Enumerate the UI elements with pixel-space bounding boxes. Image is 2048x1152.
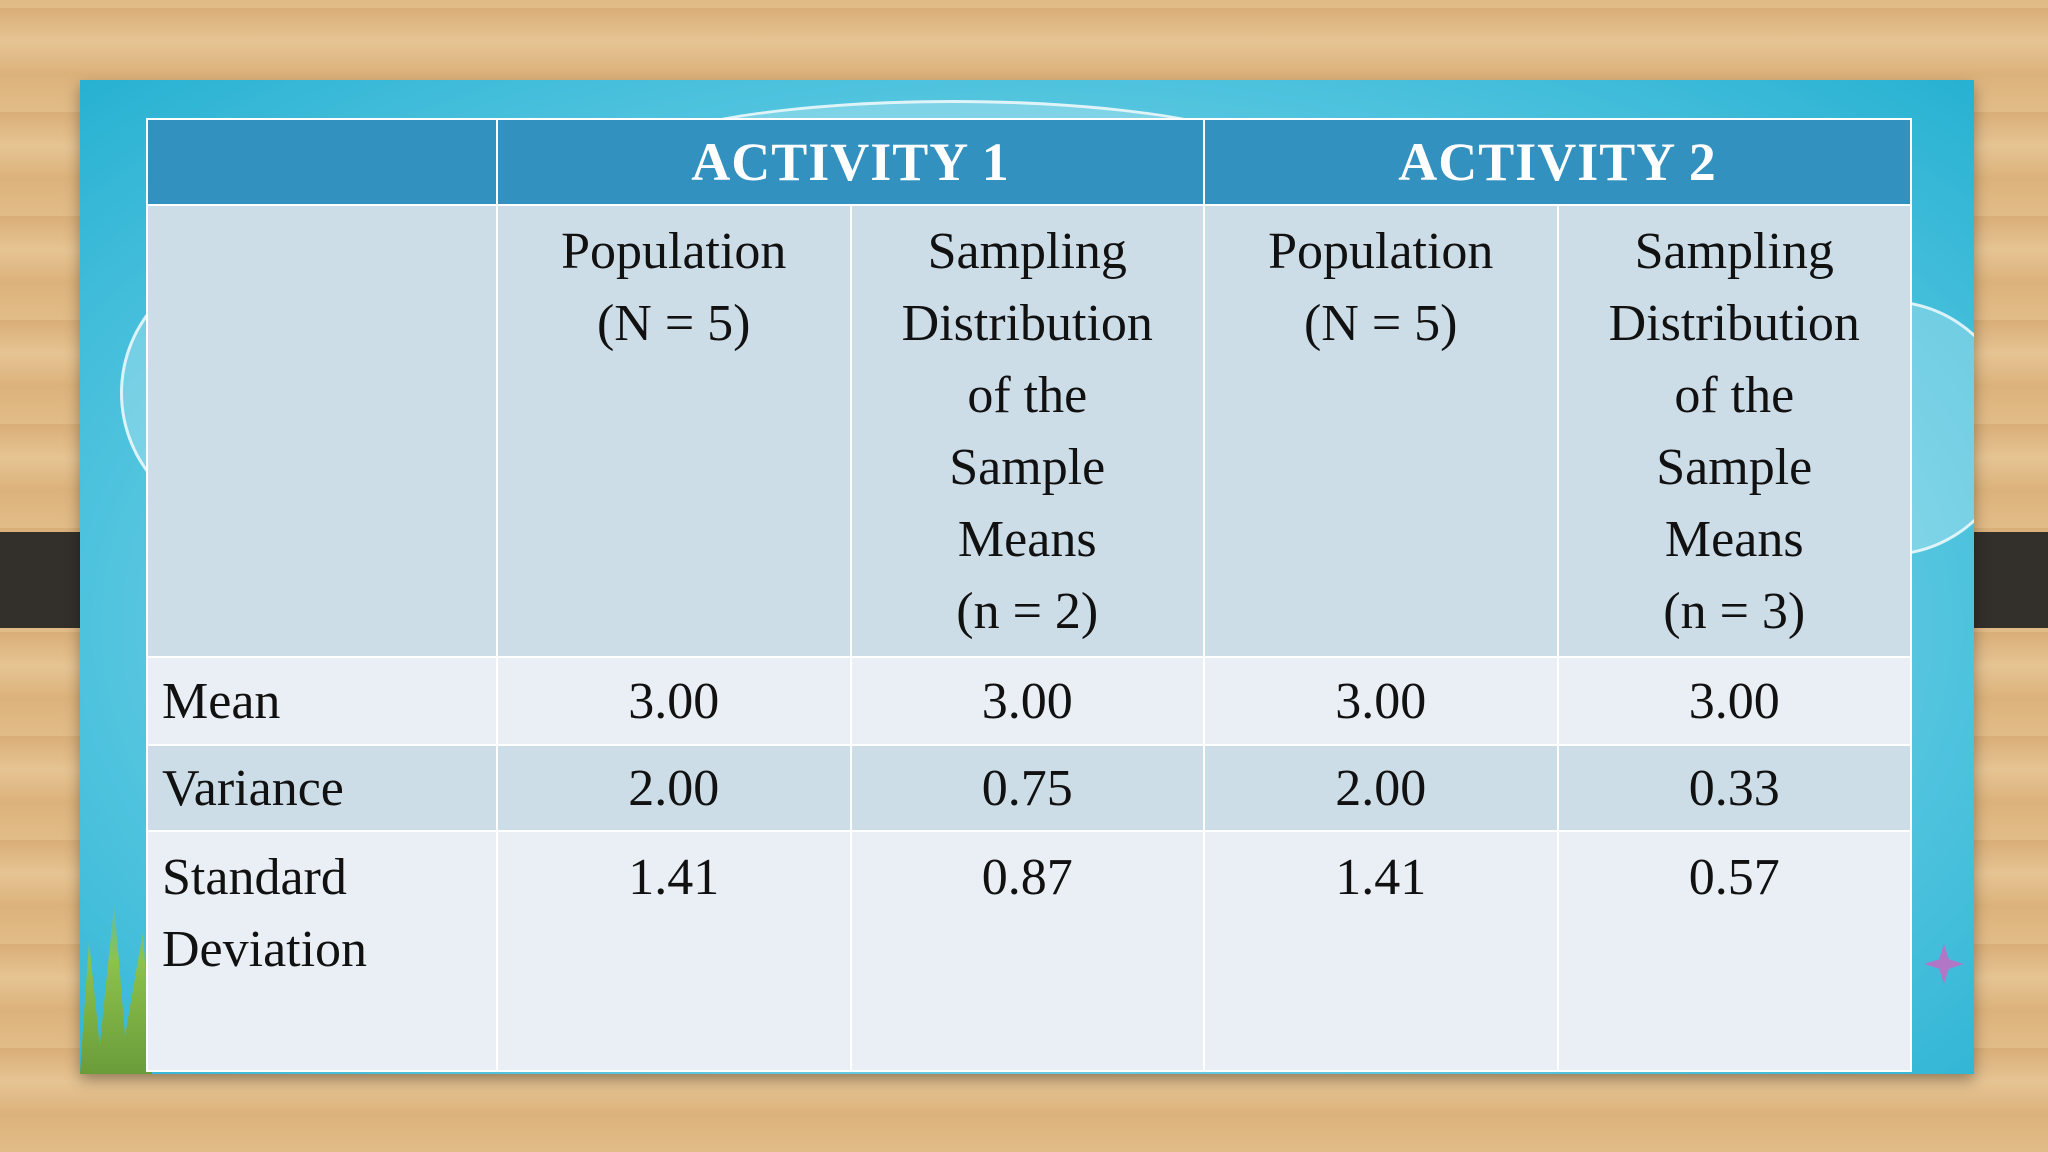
header-line: Distribution <box>1608 295 1860 352</box>
row-label-line: Deviation <box>162 921 368 978</box>
header-line: of the <box>1674 367 1795 424</box>
header-line: Means <box>957 511 1097 568</box>
header-line: of the <box>967 367 1088 424</box>
table-row-standard-deviation: Standard Deviation 1.41 0.87 1.41 0.57 <box>146 830 1912 1072</box>
row-label-variance: Variance <box>146 744 498 832</box>
row-label-line: Standard <box>162 849 347 906</box>
header-line: Distribution <box>901 295 1153 352</box>
header-line: (N = 5) <box>596 295 751 352</box>
group-header-activity-2: ACTIVITY 2 <box>1203 118 1912 206</box>
empty-corner-cell <box>146 118 498 206</box>
header-line: Population <box>561 223 787 280</box>
header-line: (N = 5) <box>1303 295 1458 352</box>
header-line: Sample <box>949 439 1106 496</box>
table-row-mean: Mean 3.00 3.00 3.00 3.00 <box>146 656 1912 746</box>
table-cell: 0.57 <box>1556 830 1912 1072</box>
header-line: Means <box>1664 511 1804 568</box>
column-header-activity-1-population: Population (N = 5) <box>496 204 852 658</box>
table-cell: 3.00 <box>1556 656 1912 746</box>
table-cell: 3.00 <box>849 656 1205 746</box>
empty-label-cell <box>146 204 498 658</box>
table-cell: 0.87 <box>849 830 1205 1072</box>
column-header-activity-1-sampling: Sampling Distribution of the Sample Mean… <box>849 204 1205 658</box>
table-cell: 0.75 <box>849 744 1205 832</box>
flower-decoration <box>1924 944 1964 984</box>
table-cell: 3.00 <box>1203 656 1559 746</box>
header-line: Sampling <box>1634 223 1834 280</box>
header-line: (n = 2) <box>956 583 1099 640</box>
header-line: Sample <box>1656 439 1813 496</box>
group-header-activity-1: ACTIVITY 1 <box>496 118 1205 206</box>
table-cell: 3.00 <box>496 656 852 746</box>
column-header-activity-2-sampling: Sampling Distribution of the Sample Mean… <box>1556 204 1912 658</box>
statistics-table: ACTIVITY 1 ACTIVITY 2 Population (N = 5)… <box>146 118 1912 1072</box>
table-cell: 1.41 <box>496 830 852 1072</box>
table-cell: 1.41 <box>1203 830 1559 1072</box>
row-label-mean: Mean <box>146 656 498 746</box>
header-line: Population <box>1268 223 1494 280</box>
table-row-variance: Variance 2.00 0.75 2.00 0.33 <box>146 744 1912 832</box>
row-label-standard-deviation: Standard Deviation <box>146 830 498 1072</box>
table-cell: 2.00 <box>1203 744 1559 832</box>
table-cell: 2.00 <box>496 744 852 832</box>
column-header-row: Population (N = 5) Sampling Distribution… <box>146 204 1912 658</box>
group-header-row: ACTIVITY 1 ACTIVITY 2 <box>146 118 1912 206</box>
header-line: Sampling <box>927 223 1127 280</box>
table-cell: 0.33 <box>1556 744 1912 832</box>
header-line: (n = 3) <box>1663 583 1806 640</box>
column-header-activity-2-population: Population (N = 5) <box>1203 204 1559 658</box>
